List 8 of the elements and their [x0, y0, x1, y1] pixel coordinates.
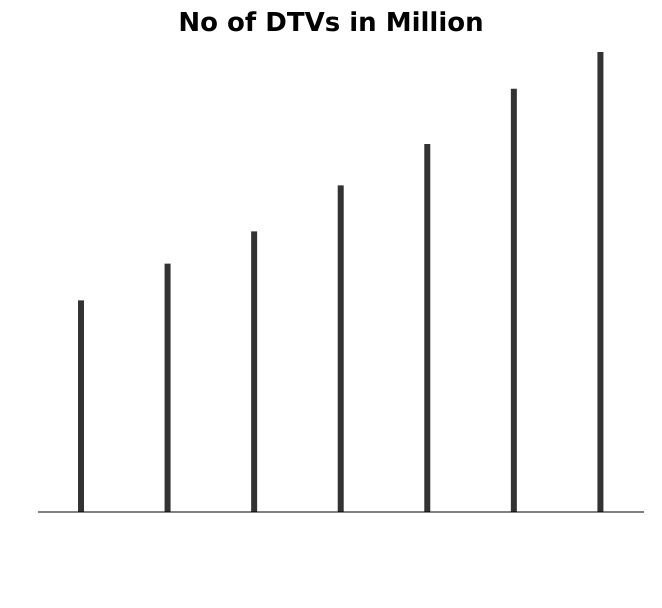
bar	[424, 144, 430, 512]
chart-title: No of DTVs in Million	[177, 8, 485, 40]
bar	[510, 88, 517, 512]
bar	[251, 231, 258, 512]
bar	[338, 185, 344, 512]
bar	[597, 52, 604, 512]
bar	[164, 264, 171, 512]
bar	[78, 300, 84, 512]
